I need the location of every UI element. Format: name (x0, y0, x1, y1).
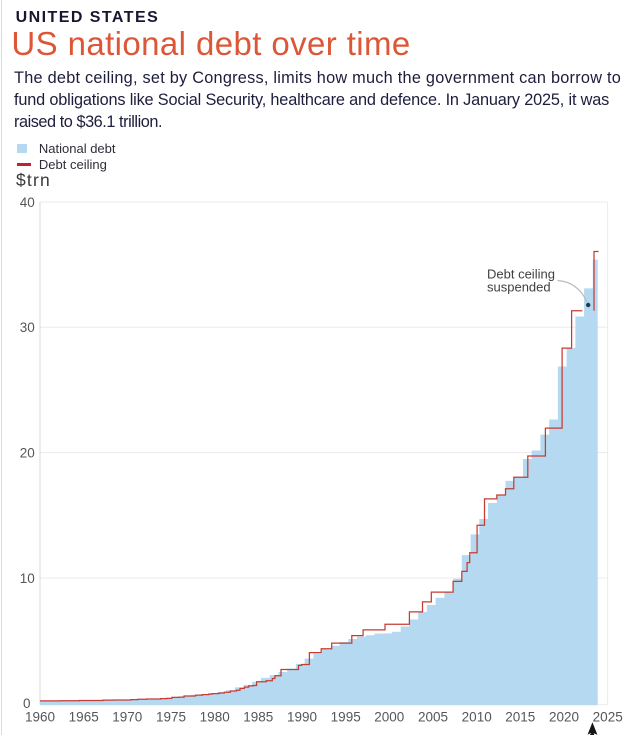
svg-text:suspended: suspended (487, 279, 551, 294)
svg-text:1980: 1980 (200, 709, 230, 724)
svg-text:40: 40 (20, 195, 35, 210)
svg-text:1990: 1990 (287, 709, 317, 724)
svg-text:2000: 2000 (374, 709, 404, 724)
svg-text:2005: 2005 (418, 709, 448, 724)
svg-text:30: 30 (20, 320, 35, 335)
svg-text:2015: 2015 (505, 709, 535, 724)
svg-text:10: 10 (20, 571, 35, 586)
svg-text:2010: 2010 (462, 709, 492, 724)
svg-text:2020: 2020 (549, 709, 579, 724)
svg-text:1960: 1960 (25, 709, 55, 724)
svg-text:1970: 1970 (112, 709, 142, 724)
svg-text:0: 0 (23, 696, 31, 711)
svg-text:20: 20 (20, 445, 35, 460)
svg-text:2025: 2025 (593, 709, 623, 724)
svg-text:1975: 1975 (156, 709, 186, 724)
svg-text:1965: 1965 (69, 709, 99, 724)
svg-text:Debt ceiling: Debt ceiling (487, 267, 555, 282)
svg-text:1985: 1985 (243, 709, 273, 724)
svg-text:1995: 1995 (331, 709, 361, 724)
